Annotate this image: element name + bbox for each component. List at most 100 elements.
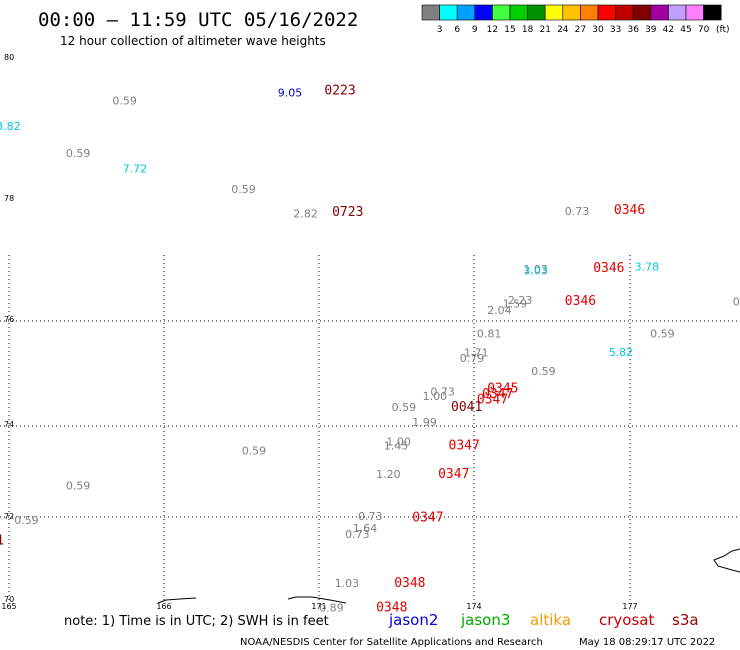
color-scale-swatch xyxy=(492,4,511,21)
timestamp-text: May 18 08:29:17 UTC 2022 xyxy=(579,637,715,648)
color-scale-swatch xyxy=(597,4,616,21)
lon-label: 171 xyxy=(311,602,326,611)
wave-height-value: 1.99 xyxy=(412,416,437,429)
pass-time-labels: 0223022407230346034603460345034703470041… xyxy=(0,83,645,615)
color-scale-label: 45 xyxy=(680,25,691,35)
satellite-legend-s3a: s3a xyxy=(672,611,699,629)
lon-label: 174 xyxy=(466,602,481,611)
color-scale-swatch xyxy=(650,4,669,21)
pass-time-label: 0723 xyxy=(332,205,363,220)
wave-height-value: 0.59 xyxy=(112,95,136,108)
wave-height-value: 1.00 xyxy=(386,436,411,449)
lon-label: 177 xyxy=(622,602,637,611)
color-scale-label: 27 xyxy=(575,25,586,35)
credit-text: NOAA/NESDIS Center for Satellite Applica… xyxy=(240,637,543,648)
wave-height-value: 1.20 xyxy=(376,468,401,481)
color-scale-swatch xyxy=(421,4,440,21)
wave-height-value: 0.73 xyxy=(430,386,455,399)
pass-time-label: 0348 xyxy=(394,576,425,591)
wave-height-value: 5.82 xyxy=(609,346,634,359)
wave-height-value: 1.03 xyxy=(335,577,360,590)
color-scale-swatch xyxy=(632,4,652,21)
wave-height-values: 0.599.053.8210.250.597.720.592.820.731.0… xyxy=(0,86,740,614)
lat-label: 72 xyxy=(4,512,14,521)
color-scale-label: 42 xyxy=(663,25,674,35)
footer-note: note: 1) Time is in UTC; 2) SWH is in fe… xyxy=(64,614,329,629)
pass-time-label: 0346 xyxy=(565,294,596,309)
wave-height-color-scale: 3 6 9 12 15 18 21 24 27 30 33 36 39 42 45 70 xyxy=(421,4,722,35)
color-scale-swatch xyxy=(456,4,476,21)
color-scale-label: 70 xyxy=(698,25,710,35)
color-scale-label: 33 xyxy=(610,25,621,35)
pass-time-label: 0346 xyxy=(614,203,645,218)
wave-height-value: 0.73 xyxy=(358,510,383,523)
coastline-fragment-east xyxy=(713,548,740,573)
wave-height-value: 7.72 xyxy=(123,163,148,176)
color-scale-label: 3 xyxy=(437,25,443,35)
pass-time-label: 0347 xyxy=(449,439,480,454)
color-scale-label: 12 xyxy=(487,25,498,35)
pass-time-label: 0348 xyxy=(376,600,407,615)
pass-time-label: 0347 xyxy=(438,467,469,482)
color-scale-swatch xyxy=(562,4,581,21)
wave-height-value: 3.82 xyxy=(0,120,21,133)
coastline-fragment-west xyxy=(157,597,197,604)
wave-height-value: 3.03 xyxy=(523,265,548,278)
color-scale-swatch xyxy=(527,4,546,21)
wave-height-value: 1.03 xyxy=(523,263,548,276)
lon-label: 165 xyxy=(1,602,16,611)
wave-height-value: 1.00 xyxy=(423,390,448,403)
wave-height-value: 0.73 xyxy=(565,205,590,218)
color-scale-swatch xyxy=(668,4,687,21)
pass-time-label: 0346 xyxy=(593,261,624,276)
pass-time-label: 0347 xyxy=(477,392,508,407)
color-scale-label: 6 xyxy=(454,25,460,35)
satellite-legend-jason3: jason3 xyxy=(460,611,510,629)
lon-label: 166 xyxy=(156,602,171,611)
color-scale-label: 30 xyxy=(592,25,604,35)
map-title: 00:00 – 11:59 UTC 05/16/2022 xyxy=(38,9,358,31)
wave-height-value: 0.59 xyxy=(650,327,675,340)
wave-height-value: 0.59 xyxy=(14,514,39,527)
wave-height-value: 0.81 xyxy=(477,327,502,340)
scale-unit-label: (ft) xyxy=(716,25,730,35)
color-scale-swatch xyxy=(580,4,599,21)
map-subtitle: 12 hour collection of altimeter wave hei… xyxy=(60,34,326,48)
color-scale-swatch xyxy=(615,4,634,21)
wave-height-value: 2.04 xyxy=(487,304,512,317)
color-scale-label: 15 xyxy=(504,25,515,35)
color-scale-label: 36 xyxy=(627,25,639,35)
wave-height-value: 0.59 xyxy=(242,444,267,457)
wave-height-value: 1.59 xyxy=(503,298,528,311)
longitude-labels: 165 166 171 174 177 xyxy=(1,602,637,611)
lat-label: 74 xyxy=(4,420,14,429)
wave-height-value: 0.89 xyxy=(319,601,344,614)
wave-height-value: 1.45 xyxy=(384,440,409,453)
pass-time-label: 0347 xyxy=(412,511,443,526)
color-scale-swatch xyxy=(544,4,564,21)
wave-height-value: 2.23 xyxy=(508,294,533,307)
wave-height-value: 0.59 xyxy=(733,295,740,308)
color-scale-label: 39 xyxy=(645,25,657,35)
pass-time-label: 0223 xyxy=(324,83,355,98)
pass-time-label: 0901 xyxy=(0,533,4,548)
lat-label: 76 xyxy=(4,315,14,324)
color-scale-label: 18 xyxy=(522,25,534,35)
satellite-legend-cryosat: cryosat xyxy=(599,611,654,629)
wave-height-value: 1.71 xyxy=(464,346,489,359)
color-scale-swatch xyxy=(703,4,722,21)
satellite-legend-altika: altika xyxy=(530,611,571,629)
wave-height-value: 0.73 xyxy=(345,528,370,541)
wave-height-value: 9.05 xyxy=(278,86,303,99)
pass-time-label: 0041 xyxy=(451,400,482,415)
coastline-fragment-center xyxy=(287,596,347,604)
wave-height-value: 0.59 xyxy=(231,183,256,196)
lat-label: 78 xyxy=(4,194,14,203)
color-scale-swatch xyxy=(685,4,704,21)
color-scale-label: 24 xyxy=(557,25,569,35)
color-scale-label: 9 xyxy=(472,25,478,35)
wave-height-value: 0.59 xyxy=(66,147,91,160)
lat-label: 80 xyxy=(4,53,14,62)
wave-height-value: 0.59 xyxy=(66,479,91,492)
color-scale-swatch xyxy=(439,4,458,21)
